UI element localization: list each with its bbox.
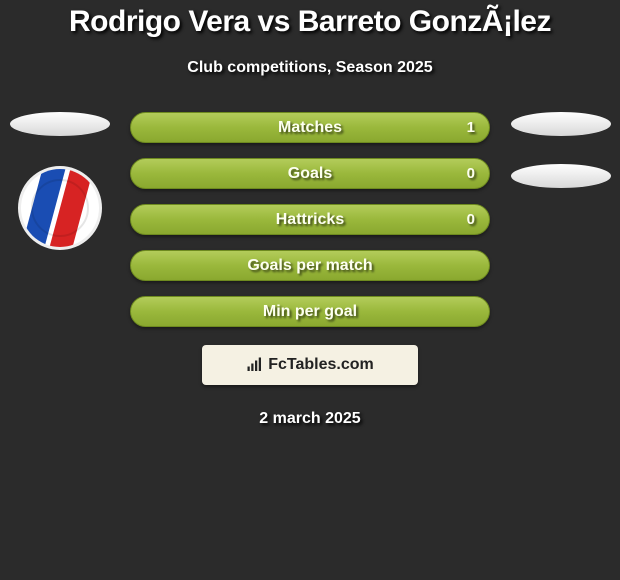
left-player-column — [7, 112, 112, 250]
stat-row-goals-per-match: Goals per match — [130, 250, 490, 281]
stat-label: Goals per match — [247, 257, 372, 275]
comparison-body: Matches 1 Goals 0 Hattricks 0 Goals per … — [0, 112, 620, 327]
comparison-container: Rodrigo Vera vs Barreto GonzÃ¡lez Club c… — [0, 0, 620, 428]
bar-chart-icon — [246, 356, 264, 374]
right-player-photo-placeholder-2 — [511, 164, 611, 188]
right-player-photo-placeholder-1 — [511, 112, 611, 136]
page-title: Rodrigo Vera vs Barreto GonzÃ¡lez — [0, 5, 620, 39]
stats-column: Matches 1 Goals 0 Hattricks 0 Goals per … — [130, 112, 490, 327]
stat-row-goals: Goals 0 — [130, 158, 490, 189]
stat-right-value: 0 — [467, 165, 475, 182]
stat-label: Min per goal — [263, 303, 357, 321]
stat-label: Matches — [278, 119, 342, 137]
stat-label: Goals — [288, 165, 332, 183]
brand-card[interactable]: FcTables.com — [202, 345, 418, 385]
stat-label: Hattricks — [276, 211, 344, 229]
right-player-column — [508, 112, 613, 188]
stat-row-hattricks: Hattricks 0 — [130, 204, 490, 235]
club-badge-ring — [31, 179, 89, 237]
left-player-club-badge — [18, 166, 102, 250]
stat-row-min-per-goal: Min per goal — [130, 296, 490, 327]
comparison-date: 2 march 2025 — [0, 410, 620, 428]
stat-row-matches: Matches 1 — [130, 112, 490, 143]
page-subtitle: Club competitions, Season 2025 — [0, 59, 620, 77]
brand-content: FcTables.com — [246, 356, 374, 374]
brand-text: FcTables.com — [268, 356, 374, 374]
left-player-photo-placeholder — [10, 112, 110, 136]
stat-right-value: 0 — [467, 211, 475, 228]
stat-right-value: 1 — [467, 119, 475, 136]
